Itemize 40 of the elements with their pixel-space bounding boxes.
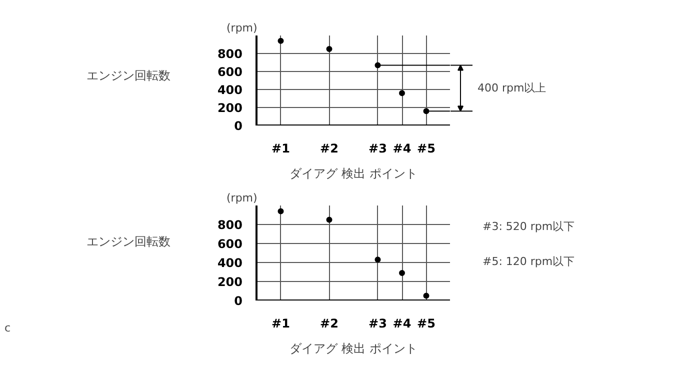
y-tick-label: 600 — [217, 237, 243, 251]
point — [278, 38, 284, 44]
x-tick-label: #3 — [368, 142, 387, 156]
y-tick-label: 800 — [217, 47, 243, 61]
text: c — [4, 322, 11, 334]
point — [399, 270, 405, 276]
text: エンジン回転数 — [86, 68, 170, 83]
point — [326, 216, 332, 223]
x-tick-label: #2 — [320, 142, 338, 156]
x-tick-label: #4 — [392, 316, 412, 330]
x-tick-label: #4 — [392, 142, 412, 156]
y-tick-label: 800 — [217, 218, 243, 232]
x-tick-label: #1 — [272, 142, 290, 156]
y-tick-label: 200 — [217, 275, 243, 289]
y-tick-label: 0 — [234, 119, 243, 133]
text: エンジン回転数 — [86, 234, 170, 249]
x-tick-label: #3 — [368, 316, 387, 330]
x-axis-title: ダイアグ 検出 ポイント — [290, 166, 418, 180]
point — [326, 46, 332, 52]
text: #3: 520 rpm以下 — [482, 220, 575, 233]
y-tick-label: 0 — [234, 294, 243, 308]
point — [423, 292, 430, 299]
text: #5: 120 rpm以下 — [482, 255, 575, 268]
x-axis-title: ダイアグ 検出 ポイント — [290, 342, 418, 356]
point — [423, 108, 430, 114]
point — [278, 208, 284, 214]
x-tick-label: #1 — [272, 316, 290, 330]
point — [374, 256, 381, 263]
y-tick-label: 400 — [217, 256, 243, 270]
x-tick-label: #5 — [417, 316, 436, 330]
y-axis-title: (rpm) — [226, 22, 258, 34]
y-tick-label: 600 — [217, 65, 243, 79]
x-tick-label: #5 — [417, 142, 436, 156]
point — [374, 62, 381, 68]
text: 400 rpm以上 — [478, 82, 546, 95]
y-axis-title: (rpm) — [226, 192, 258, 204]
y-tick-label: 200 — [217, 101, 243, 115]
y-tick-label: 400 — [217, 83, 243, 97]
point — [399, 90, 405, 96]
x-tick-label: #2 — [320, 316, 338, 330]
